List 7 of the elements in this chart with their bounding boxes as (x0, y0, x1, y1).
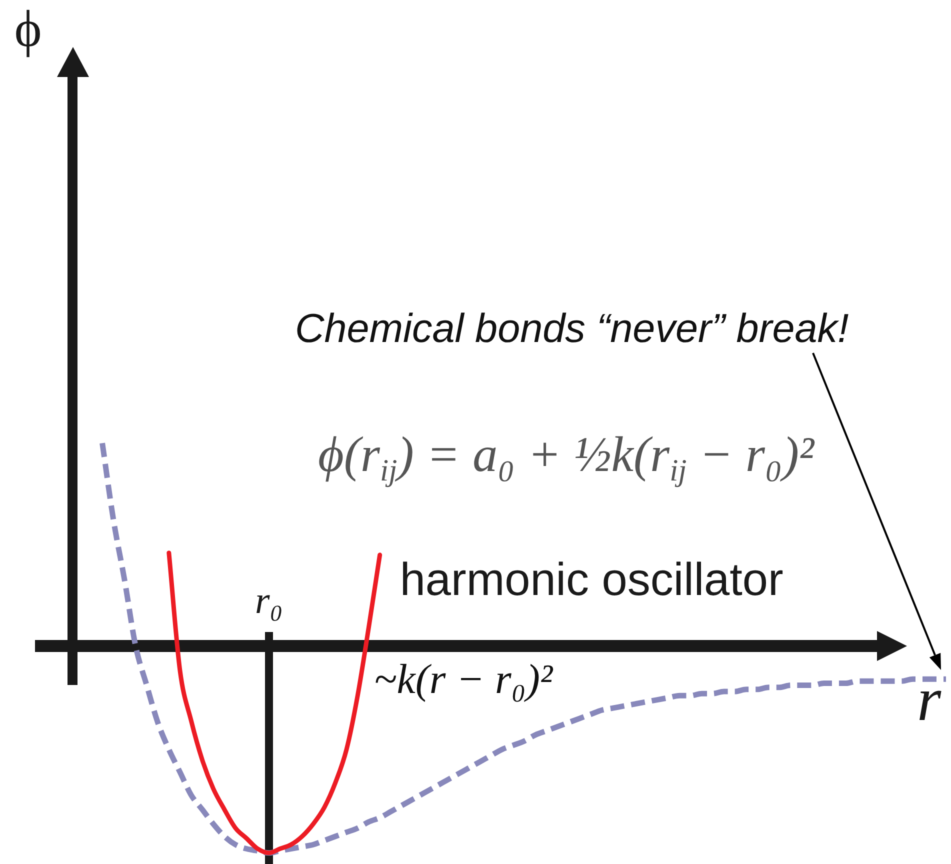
annotation: ~k(r − r₀)² (374, 656, 553, 704)
text: ϕ (14, 0, 42, 59)
text: Chemical bonds “never” break! (295, 305, 849, 352)
annotation: ϕ(r$_{ij}$) = a₀ + ½k(r$_{ij}$ − r₀)² (318, 425, 814, 488)
annotation: r₀ (255, 578, 283, 623)
series-label: harmonic oscillator (400, 552, 784, 605)
x-axis-title: r (916, 666, 942, 734)
